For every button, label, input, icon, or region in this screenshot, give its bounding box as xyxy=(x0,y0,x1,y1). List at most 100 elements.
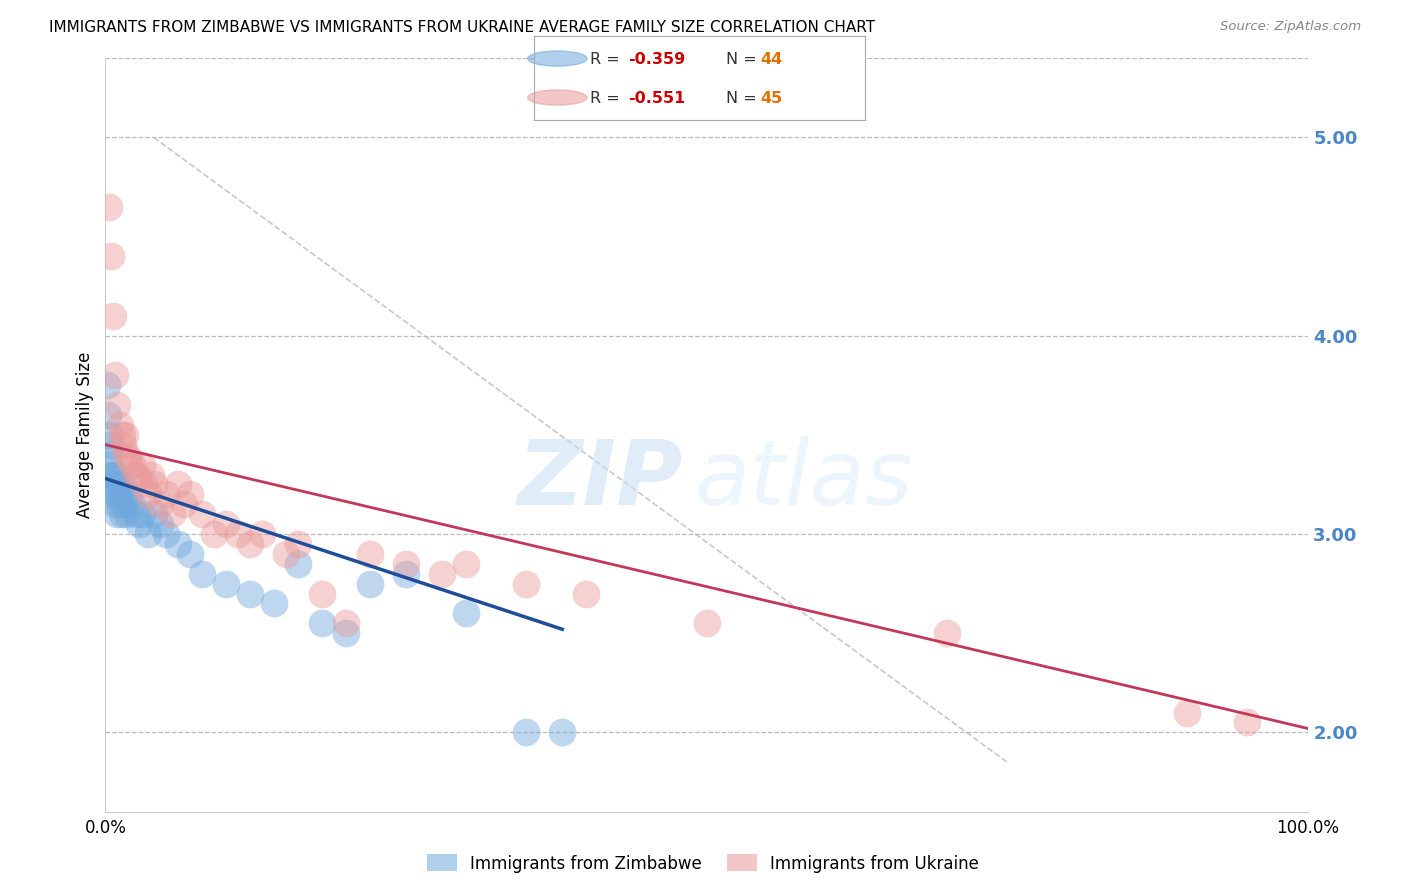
Point xyxy=(112,438,135,452)
Point xyxy=(128,471,150,485)
Point xyxy=(287,537,309,551)
Text: -0.359: -0.359 xyxy=(628,52,686,67)
Point xyxy=(311,616,333,631)
Text: 44: 44 xyxy=(761,52,783,67)
Point xyxy=(359,576,381,591)
Point xyxy=(190,507,212,521)
Point xyxy=(274,547,297,561)
Text: Source: ZipAtlas.com: Source: ZipAtlas.com xyxy=(1220,20,1361,33)
Point xyxy=(148,497,170,511)
Point xyxy=(115,507,138,521)
Point xyxy=(311,586,333,600)
Text: atlas: atlas xyxy=(695,436,912,524)
Point xyxy=(118,451,141,466)
Point xyxy=(96,378,118,392)
Point xyxy=(131,458,153,472)
Text: R =: R = xyxy=(591,91,626,106)
Text: IMMIGRANTS FROM ZIMBABWE VS IMMIGRANTS FROM UKRAINE AVERAGE FAMILY SIZE CORRELAT: IMMIGRANTS FROM ZIMBABWE VS IMMIGRANTS F… xyxy=(49,20,876,35)
Point xyxy=(335,626,357,640)
Legend: Immigrants from Zimbabwe, Immigrants from Ukraine: Immigrants from Zimbabwe, Immigrants fro… xyxy=(420,847,986,880)
Text: ZIP: ZIP xyxy=(517,436,682,524)
Point xyxy=(98,428,121,442)
Point xyxy=(132,477,155,491)
Point xyxy=(100,249,122,263)
Point xyxy=(359,547,381,561)
Point xyxy=(454,607,477,621)
Point xyxy=(100,438,122,452)
Y-axis label: Average Family Size: Average Family Size xyxy=(76,351,94,518)
Point xyxy=(239,537,262,551)
Point xyxy=(107,507,129,521)
Point xyxy=(128,517,150,532)
Text: R =: R = xyxy=(591,52,626,67)
Point xyxy=(100,467,122,482)
Point xyxy=(136,487,159,501)
Point xyxy=(110,477,132,491)
Point xyxy=(124,507,146,521)
Circle shape xyxy=(527,51,588,66)
Point xyxy=(515,725,537,739)
Point xyxy=(515,576,537,591)
Point xyxy=(111,428,134,442)
Text: N =: N = xyxy=(725,52,762,67)
Point xyxy=(179,487,201,501)
Point xyxy=(101,309,124,323)
Point xyxy=(155,487,177,501)
Point xyxy=(104,497,127,511)
Point xyxy=(101,487,124,501)
Text: 45: 45 xyxy=(761,91,783,106)
Point xyxy=(214,517,236,532)
Point xyxy=(1236,715,1258,730)
Point xyxy=(454,557,477,571)
Point xyxy=(173,497,195,511)
Point xyxy=(107,467,129,482)
Point xyxy=(103,467,125,482)
Point xyxy=(226,527,249,541)
Circle shape xyxy=(527,90,588,105)
Point xyxy=(115,448,138,462)
Point xyxy=(395,557,418,571)
Point xyxy=(136,527,159,541)
Point xyxy=(108,497,131,511)
Point xyxy=(142,507,165,521)
Point xyxy=(121,497,143,511)
Point xyxy=(936,626,959,640)
Point xyxy=(107,398,129,412)
Point xyxy=(142,477,165,491)
Point xyxy=(148,517,170,532)
Point xyxy=(166,537,188,551)
Point xyxy=(179,547,201,561)
Point xyxy=(114,497,136,511)
Point xyxy=(98,458,121,472)
Point xyxy=(575,586,598,600)
Point xyxy=(250,527,273,541)
Point xyxy=(160,507,183,521)
Point xyxy=(335,616,357,631)
Point xyxy=(121,458,143,472)
Point xyxy=(155,527,177,541)
Point xyxy=(104,368,127,383)
Point xyxy=(1175,706,1198,720)
Point xyxy=(107,487,129,501)
Point xyxy=(131,507,153,521)
Text: N =: N = xyxy=(725,91,762,106)
Point xyxy=(139,467,162,482)
Point xyxy=(97,408,120,422)
Point xyxy=(551,725,574,739)
Point xyxy=(190,566,212,581)
Point xyxy=(124,467,146,482)
Point xyxy=(287,557,309,571)
Point xyxy=(239,586,262,600)
Text: -0.551: -0.551 xyxy=(628,91,686,106)
Point xyxy=(430,566,453,581)
Point xyxy=(166,477,188,491)
Point xyxy=(202,527,225,541)
Point xyxy=(98,200,121,214)
Point xyxy=(214,576,236,591)
Point xyxy=(112,487,135,501)
Point xyxy=(696,616,718,631)
Point xyxy=(108,417,131,432)
Point xyxy=(114,428,136,442)
Point xyxy=(395,566,418,581)
Point xyxy=(111,507,134,521)
